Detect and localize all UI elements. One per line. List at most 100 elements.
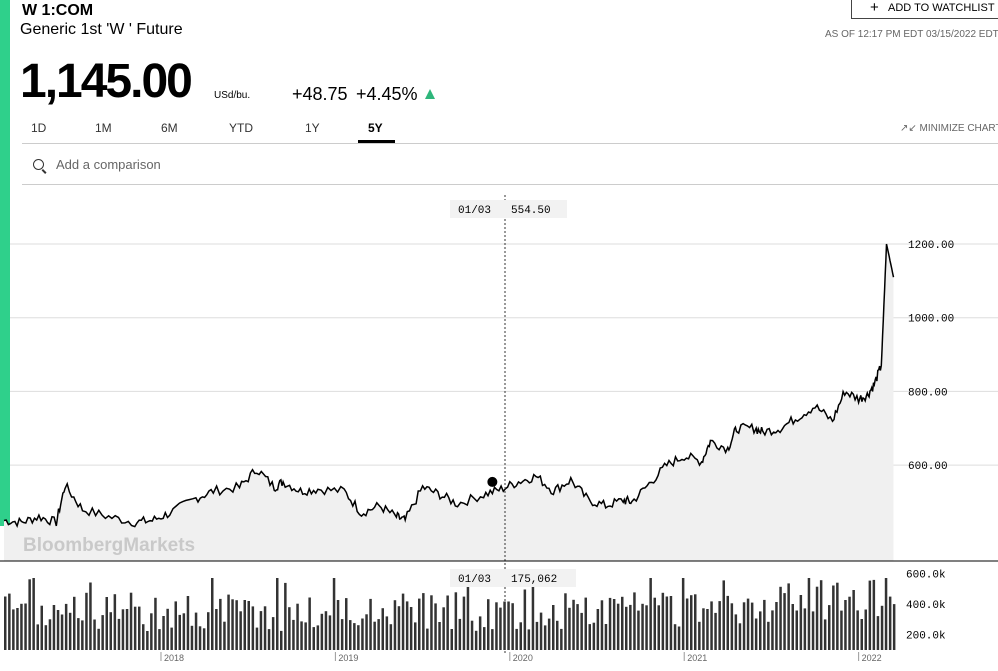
volume-bar: [292, 619, 295, 650]
tab-6m[interactable]: 6M: [161, 121, 178, 135]
volume-bar: [734, 614, 738, 650]
volume-bar: [775, 602, 778, 650]
volume-bar: [267, 629, 271, 650]
minimize-chart-button[interactable]: ↗↙ MINIMIZE CHART: [900, 123, 998, 134]
volume-bar: [117, 618, 121, 650]
watermark: BloombergMarkets: [23, 535, 195, 556]
last-price: 1,145.00: [20, 55, 193, 108]
volume-bar: [93, 619, 96, 650]
add-to-watchlist-button[interactable]: + ADD TO WATCHLIST: [851, 0, 998, 19]
volume-bar: [186, 596, 190, 650]
volume-bar: [458, 618, 462, 650]
search-input[interactable]: [54, 156, 208, 173]
volume-bar: [787, 583, 790, 650]
volume-bar: [637, 610, 640, 650]
volume-bar: [539, 612, 543, 650]
volume-bar: [219, 598, 222, 650]
price-area: [4, 244, 894, 561]
volume-bar: [543, 625, 547, 650]
volume-bar: [223, 621, 226, 650]
volume-bar: [507, 601, 510, 650]
y-tick-label: 600.00: [908, 461, 948, 473]
volume-bar: [474, 630, 478, 650]
volume-bar: [706, 609, 709, 650]
volume-bar: [844, 600, 847, 650]
tab-1d[interactable]: 1D: [31, 121, 47, 135]
tab-ytd[interactable]: YTD: [229, 121, 253, 135]
volume-bar: [312, 627, 315, 650]
volume-bar: [158, 629, 161, 650]
volume-bar: [888, 596, 892, 650]
volume-bar: [442, 607, 445, 650]
price-tooltip: 01/03 554.50: [450, 200, 567, 218]
volume-bar: [746, 598, 750, 650]
price-unit: USd/bu.: [214, 90, 251, 101]
volume-bar: [625, 606, 628, 650]
volume-bar: [673, 624, 677, 650]
volume-bar: [779, 586, 782, 650]
volume-bar: [470, 620, 474, 650]
volume-bar: [308, 597, 311, 650]
volume-bar: [434, 603, 437, 650]
volume-bar: [600, 600, 604, 650]
tooltip-value: 554.50: [511, 205, 551, 217]
volume-bar: [515, 628, 518, 650]
volume-bar: [4, 596, 7, 650]
volume-bar: [129, 592, 133, 650]
volume-bar: [178, 614, 181, 650]
volume-bar: [255, 627, 259, 650]
volume-bar: [296, 603, 299, 650]
volume-bar: [121, 609, 125, 650]
volume-bar: [150, 613, 153, 650]
volume-bar: [405, 601, 409, 650]
volume-bar: [263, 606, 267, 650]
volume-tooltip: 01/03 175,062: [450, 569, 576, 587]
volume-bar: [730, 603, 734, 650]
volume-bar: [499, 607, 502, 650]
volume-bar: [503, 601, 506, 650]
volume-bar: [608, 597, 612, 650]
tab-1y[interactable]: 1Y: [305, 121, 320, 135]
volume-bar: [109, 612, 112, 650]
tab-5y[interactable]: 5Y: [368, 121, 383, 135]
volume-bar: [616, 603, 620, 650]
volume-bar: [661, 592, 665, 650]
volume-bar: [154, 597, 157, 650]
volume-bar: [401, 593, 405, 650]
volume-bar: [491, 629, 494, 650]
volume-bar: [73, 596, 76, 650]
volume-bar: [365, 614, 368, 650]
volume-tick-label: 600.0k: [906, 570, 946, 582]
volume-bar: [251, 606, 255, 650]
volume-bar: [20, 603, 23, 650]
volume-bar: [304, 622, 307, 650]
volume-bar: [876, 616, 880, 650]
volume-bar: [138, 606, 141, 650]
tab-1m[interactable]: 1M: [95, 121, 112, 135]
volume-bar: [872, 579, 876, 650]
volume-bar: [239, 611, 242, 650]
volume-bar: [547, 618, 551, 650]
volume-bar: [276, 578, 279, 650]
volume-bar: [361, 618, 364, 650]
volume-bar: [803, 608, 807, 650]
volume-bar: [823, 619, 827, 650]
volume-bar: [588, 624, 591, 650]
volume-bar: [101, 615, 104, 650]
volume-bar: [535, 621, 539, 650]
volume-bar: [227, 594, 230, 650]
as-of-timestamp: AS OF 12:17 PM EDT 03/15/2022 EDT: [825, 29, 998, 40]
volume-bar: [369, 598, 372, 650]
volume-bar: [714, 612, 717, 650]
volume-bar: [677, 626, 681, 650]
volume-bar: [418, 598, 421, 650]
vol-tooltip-value: 175,062: [511, 574, 557, 586]
volume-bar: [649, 578, 652, 650]
collapse-icon: ↗↙: [900, 123, 917, 134]
volume-bar: [560, 628, 563, 650]
volume-bar: [259, 611, 263, 650]
divider: [22, 184, 998, 185]
volume-bar: [478, 616, 482, 650]
volume-bar: [462, 596, 466, 650]
